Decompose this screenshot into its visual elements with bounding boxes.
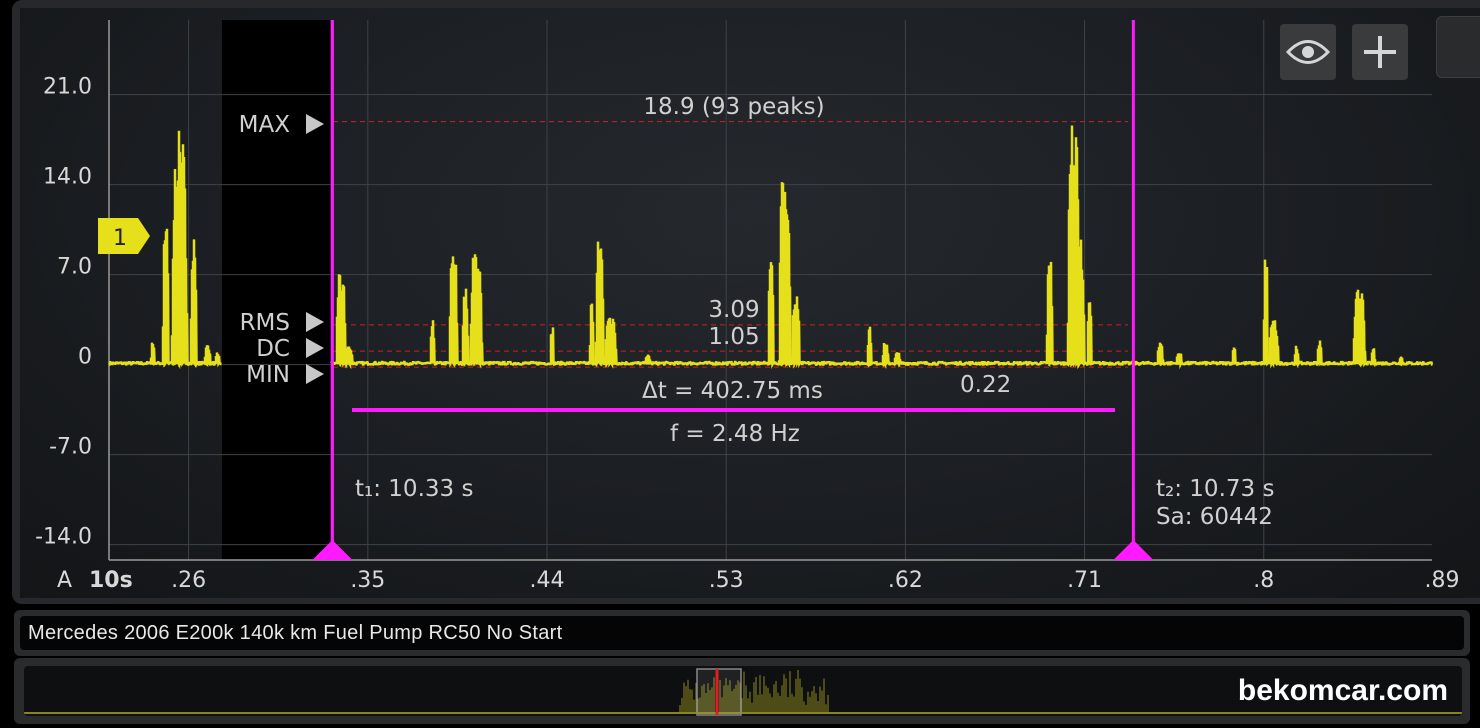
sample-count-label: Sa: 60442 bbox=[1156, 504, 1273, 530]
delta-t-label: Δt = 402.75 ms bbox=[642, 378, 823, 404]
max-label: MAX bbox=[239, 112, 291, 138]
dc-label: DC bbox=[256, 336, 290, 362]
dc-arrow-icon bbox=[306, 338, 324, 358]
cursor-t1-label: t₁: 10.33 s bbox=[355, 476, 473, 502]
y-tick-label: -7.0 bbox=[49, 435, 92, 460]
rms-value-label: 3.09 bbox=[708, 297, 759, 323]
rms-label: RMS bbox=[240, 310, 290, 336]
minimap-viewport[interactable] bbox=[696, 668, 742, 716]
minimap-trace[interactable] bbox=[24, 666, 1462, 716]
y-tick-label: 7.0 bbox=[57, 255, 92, 280]
side-panel-handle[interactable] bbox=[1436, 16, 1480, 78]
unit-label: A bbox=[57, 568, 72, 593]
max-value-label: 18.9 (93 peaks) bbox=[643, 94, 824, 120]
frequency-label: f = 2.48 Hz bbox=[670, 421, 800, 447]
visibility-button[interactable] bbox=[1280, 24, 1336, 80]
plus-icon bbox=[1364, 36, 1396, 68]
max-arrow-icon bbox=[306, 114, 324, 134]
channel-1-marker[interactable]: 1 bbox=[98, 218, 150, 254]
y-tick-label: 0 bbox=[78, 345, 92, 370]
x-tick-label: .44 bbox=[530, 568, 565, 593]
cursor-t1-handle[interactable] bbox=[312, 540, 353, 560]
recording-title-bar: Mercedes 2006 E200k 140k km Fuel Pump RC… bbox=[14, 610, 1470, 656]
x-tick-label: .26 bbox=[171, 568, 206, 593]
overview-minimap[interactable]: bekomcar.com bbox=[14, 658, 1470, 724]
channel-label: 1 bbox=[113, 226, 127, 251]
cursor-t2-label: t₂: 10.73 s bbox=[1156, 476, 1274, 502]
x-tick-label: .89 bbox=[1425, 568, 1460, 593]
min-label: MIN bbox=[246, 362, 290, 388]
x-tick-label: .62 bbox=[888, 568, 923, 593]
waveform-chart[interactable]: 21.0 14.0 7.0 0 -7.0 -14.0 .26 .35 .44 .53 .62 .71… bbox=[0, 0, 1480, 604]
y-tick-label: 21.0 bbox=[43, 75, 92, 100]
eye-icon bbox=[1285, 40, 1331, 64]
x-tick-label: .53 bbox=[709, 568, 744, 593]
waveform-trace bbox=[108, 125, 1434, 370]
rms-arrow-icon bbox=[306, 312, 324, 332]
min-arrow-icon bbox=[306, 364, 324, 384]
add-button[interactable] bbox=[1352, 24, 1408, 80]
y-tick-label: 14.0 bbox=[43, 165, 92, 190]
cursor-t2-handle[interactable] bbox=[1113, 540, 1154, 560]
timebase-label[interactable]: 10s bbox=[89, 568, 133, 593]
recording-title[interactable]: Mercedes 2006 E200k 140k km Fuel Pump RC… bbox=[20, 616, 1464, 650]
watermark-logo: bekomcar.com bbox=[1237, 674, 1448, 707]
x-tick-label: .8 bbox=[1253, 568, 1274, 593]
x-tick-label: .71 bbox=[1067, 568, 1102, 593]
dc-value-label: 1.05 bbox=[708, 324, 759, 350]
x-tick-label: .35 bbox=[350, 568, 385, 593]
y-tick-label: -14.0 bbox=[35, 525, 92, 550]
min-value-label: 0.22 bbox=[960, 372, 1011, 398]
blanked-region bbox=[222, 20, 330, 560]
